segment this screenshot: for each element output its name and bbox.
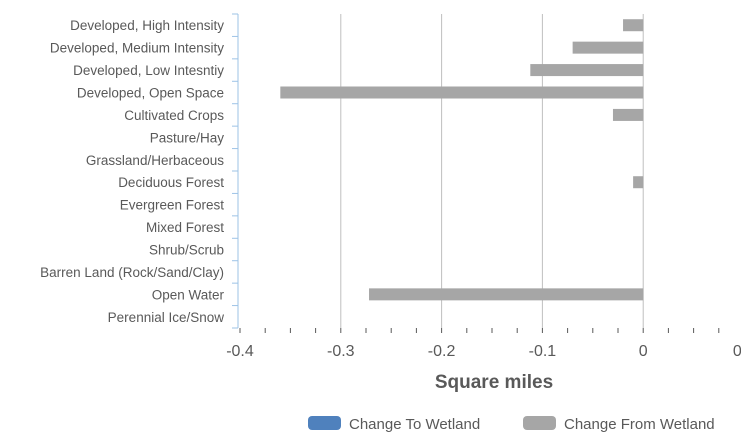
legend-swatch xyxy=(523,416,556,430)
bar xyxy=(633,176,644,189)
category-label: Developed, Low Intesntiy xyxy=(73,63,224,78)
x-tick-label: -0.1 xyxy=(529,343,557,360)
bar xyxy=(612,108,644,121)
x-axis-title: Square miles xyxy=(435,372,553,393)
legend-label: Change To Wetland xyxy=(349,416,480,432)
category-label: Barren Land (Rock/Sand/Clay) xyxy=(40,265,224,280)
category-label: Deciduous Forest xyxy=(118,175,224,190)
bar xyxy=(572,41,644,54)
legend-swatch xyxy=(308,416,341,430)
category-label: Evergreen Forest xyxy=(120,198,225,213)
category-label: Perennial Ice/Snow xyxy=(108,310,225,325)
bar xyxy=(623,19,644,32)
x-tick-label: -0.2 xyxy=(428,343,456,360)
bars xyxy=(280,19,644,301)
x-axis: -0.4 -0.3 -0.2 -0.1 0 0.1 xyxy=(226,328,741,360)
bar xyxy=(280,86,644,99)
legend: Change To Wetland Change From Wetland xyxy=(308,416,715,432)
x-tick-label: 0.1 xyxy=(733,343,741,360)
category-label: Pasture/Hay xyxy=(150,130,225,145)
legend-label: Change From Wetland xyxy=(564,416,715,432)
category-label: Mixed Forest xyxy=(146,220,224,235)
bar xyxy=(530,64,644,77)
x-tick-label: 0 xyxy=(639,343,648,360)
category-label: Developed, Open Space xyxy=(77,86,224,101)
category-label: Open Water xyxy=(152,287,225,302)
y-axis: Developed, High Intensity Developed, Medi… xyxy=(40,13,239,329)
gridlines xyxy=(340,14,644,328)
category-label: Developed, High Intensity xyxy=(70,18,224,33)
x-tick-label: -0.4 xyxy=(226,343,254,360)
category-label: Shrub/Scrub xyxy=(149,243,224,258)
x-tick-label: -0.3 xyxy=(327,343,355,360)
category-label: Cultivated Crops xyxy=(124,108,224,123)
category-label: Grassland/Herbaceous xyxy=(86,153,224,168)
category-label: Developed, Medium Intensity xyxy=(50,41,224,56)
bar xyxy=(369,288,644,301)
